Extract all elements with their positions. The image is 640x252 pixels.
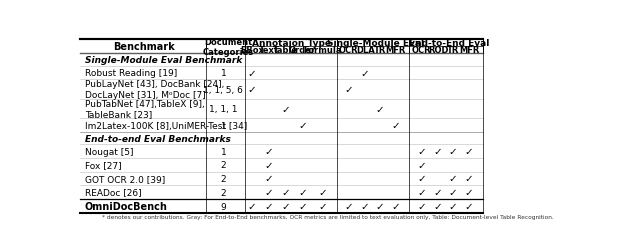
Text: ✓: ✓ — [265, 201, 273, 211]
Text: ✓: ✓ — [465, 147, 474, 157]
Text: Single-Module Eval Benchmark: Single-Module Eval Benchmark — [84, 56, 242, 65]
Text: ✓: ✓ — [417, 201, 426, 211]
Text: 2: 2 — [221, 174, 226, 183]
Text: OCR: OCR — [412, 46, 431, 55]
Text: Annotaion Type: Annotaion Type — [252, 39, 332, 48]
Text: Order: Order — [289, 46, 316, 55]
Text: ✓: ✓ — [417, 187, 426, 197]
Text: ✓: ✓ — [449, 201, 457, 211]
Text: 1: 1 — [221, 147, 227, 156]
Text: 2: 2 — [221, 188, 226, 197]
Text: ✓: ✓ — [281, 187, 290, 197]
Text: ✓: ✓ — [417, 147, 426, 157]
Text: 1: 1 — [221, 121, 227, 130]
Text: ✓: ✓ — [344, 85, 353, 95]
Text: ✓: ✓ — [434, 201, 442, 211]
Text: DLA: DLA — [356, 46, 374, 55]
Text: ✓: ✓ — [265, 174, 273, 184]
Text: Formula: Formula — [303, 46, 342, 55]
Text: Single-Module Eval: Single-Module Eval — [328, 39, 424, 48]
Text: End-to-End Eval: End-to-End Eval — [409, 39, 490, 48]
Text: MFR: MFR — [385, 46, 406, 55]
Text: * denotes our contributions. Gray: For End-to-End benchmarks, OCR metrics are li: * denotes our contributions. Gray: For E… — [102, 214, 554, 219]
Text: 1, 1, 5, 6: 1, 1, 5, 6 — [204, 85, 243, 94]
Text: 1: 1 — [221, 69, 227, 78]
Text: ✓: ✓ — [265, 160, 273, 170]
Text: Fox [27]: Fox [27] — [84, 161, 121, 170]
Text: ✓: ✓ — [281, 104, 290, 114]
Text: ROD: ROD — [428, 46, 448, 55]
Text: ✓: ✓ — [465, 174, 474, 184]
Text: ✓: ✓ — [391, 120, 400, 131]
Text: MFR: MFR — [459, 46, 479, 55]
Text: PubLayNet [43], DocBank [24],
DocLayNet [31], MᵒDoc [7]: PubLayNet [43], DocBank [24], DocLayNet … — [84, 80, 224, 100]
Text: ✓: ✓ — [449, 174, 457, 184]
Text: TR: TR — [374, 46, 386, 55]
Text: ✓: ✓ — [376, 104, 384, 114]
Text: Nougat [5]: Nougat [5] — [84, 147, 133, 156]
Text: BBox: BBox — [240, 46, 264, 55]
Text: 2: 2 — [221, 161, 226, 170]
Text: ✓: ✓ — [361, 201, 369, 211]
Text: Text: Text — [259, 46, 279, 55]
Text: OCR: OCR — [339, 46, 359, 55]
Text: READoc [26]: READoc [26] — [84, 188, 141, 197]
Text: ✓: ✓ — [298, 120, 307, 131]
Text: ✓: ✓ — [417, 160, 426, 170]
Text: ✓: ✓ — [376, 201, 384, 211]
Text: ✓: ✓ — [318, 201, 327, 211]
Text: ✓: ✓ — [465, 187, 474, 197]
Text: ✓: ✓ — [265, 187, 273, 197]
Text: ✓: ✓ — [318, 187, 327, 197]
Text: 9: 9 — [221, 202, 227, 211]
Text: GOT OCR 2.0 [39]: GOT OCR 2.0 [39] — [84, 174, 165, 183]
Text: ✓: ✓ — [281, 201, 290, 211]
Text: ✓: ✓ — [465, 201, 474, 211]
Text: PubTabNet [47],TableX [9],
TableBank [23]: PubTabNet [47],TableX [9], TableBank [23… — [84, 100, 204, 119]
Text: End-to-end Eval Benchmarks: End-to-end Eval Benchmarks — [84, 134, 230, 143]
Text: ✓: ✓ — [248, 85, 257, 95]
Text: ✓: ✓ — [361, 68, 369, 78]
Text: Table: Table — [273, 46, 298, 55]
Text: ✓: ✓ — [434, 147, 442, 157]
Text: ✓: ✓ — [344, 201, 353, 211]
Text: ✓: ✓ — [434, 187, 442, 197]
Text: Document
Categories: Document Categories — [202, 38, 253, 57]
Text: ✓: ✓ — [417, 174, 426, 184]
Text: Benchmark: Benchmark — [113, 42, 175, 52]
Text: OmniDocBench: OmniDocBench — [84, 201, 168, 211]
Text: 1, 1, 1: 1, 1, 1 — [209, 105, 237, 114]
Text: ✓: ✓ — [248, 201, 257, 211]
Text: ✓: ✓ — [265, 147, 273, 157]
Text: ✓: ✓ — [298, 201, 307, 211]
Text: ✓: ✓ — [391, 201, 400, 211]
Text: ✓: ✓ — [298, 187, 307, 197]
Text: ✓: ✓ — [449, 187, 457, 197]
Text: ✓: ✓ — [248, 68, 257, 78]
Text: ✓: ✓ — [449, 147, 457, 157]
Text: TR: TR — [447, 46, 459, 55]
Text: Im2Latex-100K [8],UniMER-Test [34]: Im2Latex-100K [8],UniMER-Test [34] — [84, 121, 247, 130]
Text: Robust Reading [19]: Robust Reading [19] — [84, 69, 177, 78]
